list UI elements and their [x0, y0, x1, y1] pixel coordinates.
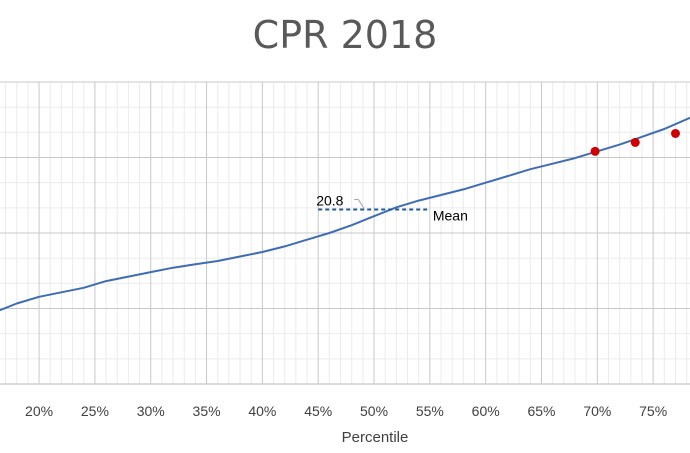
- x-tick-labels: 15%20%25%30%35%40%45%50%55%60%65%70%75%: [25, 403, 667, 419]
- x-tick-label: 50%: [360, 403, 388, 419]
- x-tick-label: 25%: [81, 403, 109, 419]
- mean-label: Mean: [433, 208, 468, 224]
- x-tick-label: 65%: [527, 403, 555, 419]
- highlight-marker: [630, 137, 640, 147]
- mean-value-label: 20.8: [316, 193, 343, 209]
- x-tick-label: 45%: [304, 403, 332, 419]
- x-tick-label: 75%: [639, 403, 667, 419]
- x-tick-label: 55%: [416, 403, 444, 419]
- highlight-marker: [670, 128, 680, 138]
- x-tick-label: 20%: [25, 403, 53, 419]
- x-tick-label: 35%: [193, 403, 221, 419]
- mean-leader-line: [354, 199, 365, 209]
- x-tick-label: 60%: [472, 403, 500, 419]
- series-line-cpr: [0, 116, 690, 312]
- chart-title: CPR 2018: [253, 13, 438, 57]
- x-axis-label: Percentile: [342, 429, 409, 446]
- major-gridlines: [0, 81, 690, 385]
- highlight-markers: [590, 128, 680, 156]
- series-layer: [0, 116, 690, 312]
- x-tick-label: 40%: [248, 403, 276, 419]
- x-tick-label: 70%: [583, 403, 611, 419]
- highlight-marker: [590, 146, 600, 156]
- mean-annotation: 20.8 Mean: [316, 193, 468, 224]
- x-tick-label: 30%: [137, 403, 165, 419]
